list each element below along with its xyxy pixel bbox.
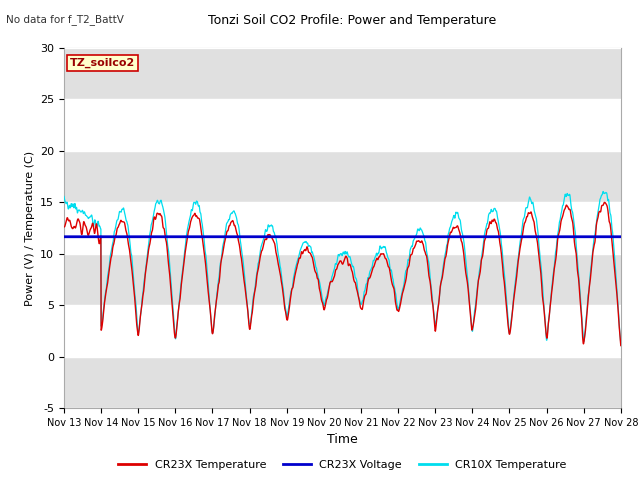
Bar [64,254,621,305]
Text: TZ_soilco2: TZ_soilco2 [70,58,135,68]
Bar [64,357,621,408]
Text: Tonzi Soil CO2 Profile: Power and Temperature: Tonzi Soil CO2 Profile: Power and Temper… [208,14,496,27]
Y-axis label: Power (V) / Temperature (C): Power (V) / Temperature (C) [24,150,35,306]
X-axis label: Time: Time [327,433,358,446]
Legend: CR23X Temperature, CR23X Voltage, CR10X Temperature: CR23X Temperature, CR23X Voltage, CR10X … [113,456,572,474]
Bar [64,151,621,202]
Text: No data for f_T2_BattV: No data for f_T2_BattV [6,14,124,25]
Bar [64,48,621,99]
